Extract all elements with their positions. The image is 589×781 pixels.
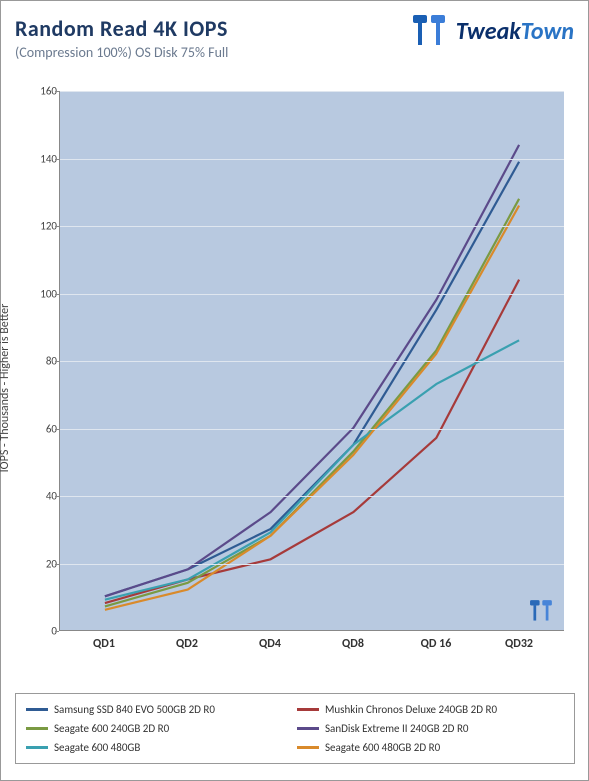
x-tick-label: QD32 xyxy=(505,637,533,651)
y-axis-label: IOPS - Thousands - Higher is Better xyxy=(0,304,12,473)
chart: IOPS - Thousands - Higher is Better 0204… xyxy=(15,81,575,681)
legend-label: SanDisk Extreme II 240GB 2D R0 xyxy=(325,722,469,735)
legend-swatch xyxy=(26,727,48,730)
legend-swatch xyxy=(26,708,48,711)
logo-text-tweak: Tweak xyxy=(456,17,521,46)
y-tick-label: 80 xyxy=(33,355,57,368)
watermark-logo xyxy=(528,598,558,624)
series-line xyxy=(105,280,519,603)
legend-label: Mushkin Chronos Deluxe 240GB 2D R0 xyxy=(325,703,497,716)
tweaktown-logo: TweakTown xyxy=(410,13,574,49)
legend-item: Seagate 600 480GB 2D R0 xyxy=(295,738,566,757)
legend-item: Mushkin Chronos Deluxe 240GB 2D R0 xyxy=(295,700,566,719)
x-tick-label: QD8 xyxy=(342,637,364,651)
plot-area xyxy=(59,91,564,631)
logo-text-town: Town xyxy=(521,17,574,46)
legend-item: Samsung SSD 840 EVO 500GB 2D R0 xyxy=(24,700,295,719)
y-tick-label: 120 xyxy=(33,220,57,233)
legend-label: Seagate 600 480GB 2D R0 xyxy=(325,741,440,754)
legend-label: Samsung SSD 840 EVO 500GB 2D R0 xyxy=(54,703,215,716)
y-tick-label: 100 xyxy=(33,287,57,300)
legend-item: SanDisk Extreme II 240GB 2D R0 xyxy=(295,719,566,738)
x-tick-label: QD4 xyxy=(259,637,281,651)
legend-swatch xyxy=(297,746,319,749)
y-tick-label: 0 xyxy=(33,625,57,638)
x-tick-label: QD2 xyxy=(176,637,198,651)
legend-swatch xyxy=(297,727,319,730)
header: Random Read 4K IOPS (Compression 100%) O… xyxy=(15,11,578,71)
legend-item: Seagate 600 240GB 2D R0 xyxy=(24,719,295,738)
y-tick-label: 140 xyxy=(33,152,57,165)
y-tick-label: 40 xyxy=(33,490,57,503)
y-tick-label: 60 xyxy=(33,422,57,435)
series-line xyxy=(105,145,519,596)
tweaktown-icon xyxy=(410,13,454,49)
legend-swatch xyxy=(297,708,319,711)
legend-label: Seagate 600 240GB 2D R0 xyxy=(54,722,169,735)
y-tick-label: 20 xyxy=(33,557,57,570)
legend-label: Seagate 600 480GB xyxy=(54,741,140,754)
x-tick-label: QD 16 xyxy=(421,637,452,651)
x-tick-label: QD1 xyxy=(93,637,115,651)
legend: Samsung SSD 840 EVO 500GB 2D R0 Mushkin C… xyxy=(15,693,575,764)
y-tick-label: 160 xyxy=(33,85,57,98)
legend-item: Seagate 600 480GB xyxy=(24,738,295,757)
legend-swatch xyxy=(26,746,48,749)
series-line xyxy=(105,206,519,610)
